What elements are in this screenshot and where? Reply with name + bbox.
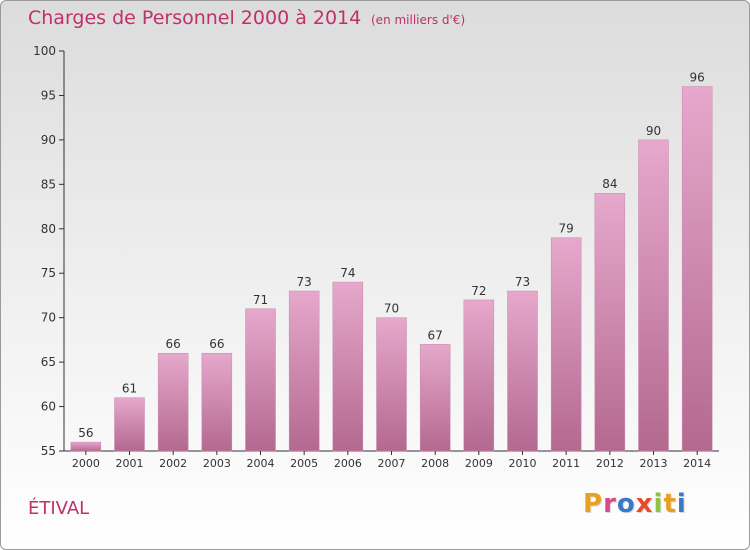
bar <box>114 397 145 452</box>
bar <box>201 352 233 452</box>
proxiti-logo[interactable]: Proxiti <box>583 489 687 519</box>
bar <box>157 352 189 452</box>
y-tick-label: 55 <box>41 444 56 458</box>
data-label: 61 <box>122 382 137 396</box>
x-tick-label: 2007 <box>378 457 406 470</box>
bar <box>376 317 407 452</box>
x-tick-label: 2003 <box>203 457 231 470</box>
x-tick-label: 2012 <box>596 457 624 470</box>
x-tick-label: 2010 <box>509 457 537 470</box>
y-tick-label: 100 <box>33 44 56 58</box>
brand-letter: i <box>676 489 687 519</box>
x-tick-label: 2002 <box>159 457 187 470</box>
bar <box>681 86 713 452</box>
data-label: 56 <box>78 426 93 440</box>
place-name: ÉTIVAL <box>28 498 90 519</box>
y-tick-label: 80 <box>41 222 56 236</box>
brand-letter: t <box>663 489 677 519</box>
brand-letter: x <box>635 489 654 519</box>
data-label: 84 <box>602 177 617 191</box>
bar <box>550 237 582 452</box>
x-tick-label: 2004 <box>247 457 275 470</box>
y-tick-label: 75 <box>41 266 56 280</box>
data-label: 67 <box>428 328 443 342</box>
y-tick-label: 95 <box>41 88 56 102</box>
x-tick-label: 2005 <box>290 457 318 470</box>
x-tick-label: 2001 <box>116 457 144 470</box>
x-tick-label: 2009 <box>465 457 493 470</box>
data-label: 73 <box>297 275 312 289</box>
x-tick-label: 2008 <box>421 457 449 470</box>
data-label: 66 <box>166 337 181 351</box>
data-label: 79 <box>559 222 574 236</box>
bar <box>638 139 669 452</box>
bar <box>245 308 276 452</box>
bar <box>70 441 102 452</box>
data-label: 73 <box>515 275 530 289</box>
y-tick-label: 85 <box>41 177 56 191</box>
data-label: 66 <box>209 337 224 351</box>
y-tick-label: 90 <box>41 133 56 147</box>
data-label: 72 <box>471 284 486 298</box>
data-label: 96 <box>690 71 705 85</box>
x-tick-label: 2011 <box>552 457 580 470</box>
x-tick-label: 2014 <box>683 457 711 470</box>
bar <box>288 290 320 452</box>
chart-title: Charges de Personnel 2000 à 2014 <box>28 7 362 29</box>
data-label: 70 <box>384 302 399 316</box>
bar <box>507 290 538 452</box>
bar <box>463 299 495 452</box>
bar <box>594 192 626 452</box>
chart-subtitle: (en milliers d'€) <box>371 13 466 27</box>
x-tick-label: 2006 <box>334 457 362 470</box>
data-label: 71 <box>253 293 268 307</box>
y-tick-label: 70 <box>41 311 56 325</box>
data-label: 74 <box>340 266 355 280</box>
bar <box>419 344 451 452</box>
y-tick-label: 65 <box>41 355 56 369</box>
x-tick-label: 2000 <box>72 457 100 470</box>
brand-letter: i <box>653 489 664 519</box>
brand-letter: r <box>603 489 617 519</box>
y-tick-label: 60 <box>41 400 56 414</box>
x-tick-label: 2013 <box>640 457 668 470</box>
brand-letter: o <box>616 489 636 519</box>
bar <box>332 281 364 452</box>
brand-letter: P <box>583 489 604 519</box>
data-label: 90 <box>646 124 661 138</box>
